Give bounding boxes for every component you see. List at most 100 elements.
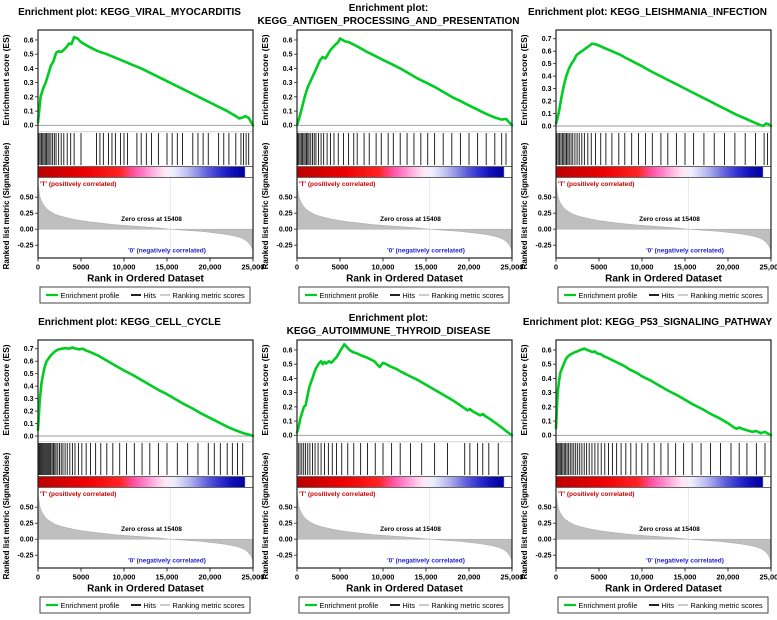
gsea-panel-2: Enrichment plot: KEGG_LEISHMANIA_INFECTI… bbox=[518, 0, 777, 310]
x-tick-label: 20,000 bbox=[199, 263, 222, 272]
x-tick-label: 25,000 bbox=[242, 263, 265, 272]
zero-cross-label: Zero cross at 15408 bbox=[121, 216, 182, 223]
x-tick-label: 10,000 bbox=[113, 263, 136, 272]
x-tick-label: 10,000 bbox=[631, 263, 654, 272]
zero-cross-label: Zero cross at 15408 bbox=[380, 526, 441, 533]
rank-tick-label: 0.25 bbox=[538, 211, 552, 218]
x-tick-label: 25,000 bbox=[501, 263, 524, 272]
x-axis-label: Rank in Ordered Dataset bbox=[87, 584, 204, 595]
enrichment-score-curve bbox=[554, 347, 773, 437]
rank-tick-label: -0.25 bbox=[536, 243, 552, 250]
x-tick-label: 15,000 bbox=[415, 573, 438, 582]
enrichment-plot-svg: Enrichment plot: KEGG_AUTOIMMUNE_THYROID_… bbox=[260, 313, 523, 614]
es-tick-label: 0.3 bbox=[24, 80, 34, 87]
legend-enrichment-profile-label: Enrichment profile bbox=[579, 291, 638, 300]
ranked-metric-area bbox=[296, 493, 513, 563]
x-tick-label: 0 bbox=[554, 573, 558, 582]
rank-color-bar bbox=[297, 477, 512, 487]
rank-tick-label: 0.25 bbox=[279, 211, 293, 218]
legend-box bbox=[39, 286, 251, 304]
rank-tick-label: 0.00 bbox=[20, 537, 34, 544]
legend-ranking-metric-label: Ranking metric scores bbox=[432, 601, 505, 610]
x-tick-label: 0 bbox=[295, 263, 299, 272]
es-tick-label: 0.2 bbox=[283, 94, 293, 101]
x-tick-label: 20,000 bbox=[199, 573, 222, 582]
positive-correlated-label: 'T' (positively correlated) bbox=[299, 491, 375, 498]
panel-title-line2: KEGG_ANTIGEN_PROCESSING_AND_PRESENTATION bbox=[258, 16, 520, 27]
rank-axis-label: Ranked list metric (Signal2Noise) bbox=[2, 142, 11, 269]
ranked-metric-area bbox=[555, 493, 772, 563]
plot-frame bbox=[555, 29, 772, 259]
x-tick-label: 20,000 bbox=[717, 573, 740, 582]
es-tick-label: 0.6 bbox=[283, 347, 293, 354]
rank-tick-label: 0.25 bbox=[538, 521, 552, 528]
ranked-metric-area bbox=[296, 183, 513, 253]
legend-hits-label: Hits bbox=[662, 601, 675, 610]
rank-tick-label: 0.00 bbox=[20, 227, 34, 234]
es-tick-label: 0.2 bbox=[24, 408, 34, 415]
plot-frame bbox=[37, 339, 254, 569]
legend-box bbox=[298, 286, 510, 304]
es-tick-label: 0.1 bbox=[283, 418, 293, 425]
ranked-metric-area bbox=[555, 183, 772, 253]
es-tick-label: 0.7 bbox=[24, 346, 34, 353]
hits-markers bbox=[556, 133, 769, 165]
hits-markers bbox=[297, 443, 499, 475]
legend-box bbox=[557, 286, 769, 304]
panel-title: Enrichment plot: KEGG_LEISHMANIA_INFECTI… bbox=[528, 7, 767, 18]
x-axis-label: Rank in Ordered Dataset bbox=[605, 274, 722, 285]
hits-markers bbox=[297, 133, 507, 165]
gsea-panel-5: Enrichment plot: KEGG_P53_SIGNALING_PATH… bbox=[518, 310, 777, 620]
rank-tick-label: 0.50 bbox=[279, 195, 293, 202]
zero-cross-label: Zero cross at 15408 bbox=[639, 526, 700, 533]
rank-tick-label: 0.25 bbox=[20, 211, 34, 218]
es-tick-label: 0.5 bbox=[283, 362, 293, 369]
plot-frame bbox=[296, 29, 513, 259]
x-tick-label: 15,000 bbox=[415, 263, 438, 272]
plot-frame bbox=[555, 339, 772, 569]
es-tick-label: 0.1 bbox=[24, 108, 34, 115]
legend-hits-label: Hits bbox=[403, 601, 416, 610]
hits-markers bbox=[38, 133, 250, 165]
es-tick-label: 0.1 bbox=[283, 108, 293, 115]
es-tick-label: 0.4 bbox=[283, 66, 293, 73]
legend-enrichment-profile-label: Enrichment profile bbox=[579, 601, 638, 610]
enrichment-plot-svg: Enrichment plot: KEGG_CELL_CYCLE Enrichme… bbox=[1, 317, 264, 614]
enrichment-plot-svg: Enrichment plot: KEGG_VIRAL_MYOCARDITIS E… bbox=[1, 7, 264, 304]
x-tick-label: 10,000 bbox=[631, 573, 654, 582]
es-tick-label: 0.3 bbox=[24, 396, 34, 403]
legend-hits-label: Hits bbox=[662, 291, 675, 300]
es-tick-label: 0.5 bbox=[24, 52, 34, 59]
x-tick-label: 15,000 bbox=[156, 573, 179, 582]
x-tick-label: 5000 bbox=[73, 263, 90, 272]
es-axis-label: Enrichment score (ES) bbox=[260, 34, 270, 125]
rank-axis-label: Ranked list metric (Signal2Noise) bbox=[520, 452, 529, 579]
es-tick-label: 0.3 bbox=[542, 86, 552, 93]
enrichment-score-curve bbox=[295, 37, 514, 127]
enrichment-plot-svg: Enrichment plot: KEGG_LEISHMANIA_INFECTI… bbox=[519, 7, 777, 304]
rank-tick-label: -0.25 bbox=[18, 243, 34, 250]
legend-hits-label: Hits bbox=[403, 291, 416, 300]
es-tick-label: 0.6 bbox=[542, 49, 552, 56]
rank-tick-label: 0.00 bbox=[279, 537, 293, 544]
positive-correlated-label: 'T' (positively correlated) bbox=[40, 491, 116, 498]
rank-tick-label: 0.00 bbox=[279, 227, 293, 234]
rank-color-bar bbox=[38, 477, 253, 487]
x-tick-label: 5000 bbox=[73, 573, 90, 582]
legend-enrichment-profile-label: Enrichment profile bbox=[320, 601, 379, 610]
negative-correlated-label: '0' (negatively correlated) bbox=[646, 248, 724, 255]
positive-correlated-label: 'T' (positively correlated) bbox=[299, 181, 375, 188]
es-tick-label: 0.5 bbox=[542, 362, 552, 369]
es-tick-label: 0.0 bbox=[24, 123, 34, 130]
rank-tick-label: -0.25 bbox=[277, 243, 293, 250]
legend-box bbox=[39, 596, 251, 614]
es-tick-label: 0.0 bbox=[542, 433, 552, 440]
plot-frame bbox=[296, 339, 513, 569]
es-tick-label: 0.7 bbox=[542, 36, 552, 43]
negative-correlated-label: '0' (negatively correlated) bbox=[646, 558, 724, 565]
enrichment-plot-svg: Enrichment plot: KEGG_P53_SIGNALING_PATH… bbox=[519, 317, 777, 614]
rank-axis-label: Ranked list metric (Signal2Noise) bbox=[261, 142, 270, 269]
enrichment-score-curve bbox=[295, 342, 514, 437]
rank-color-bar bbox=[38, 167, 253, 177]
